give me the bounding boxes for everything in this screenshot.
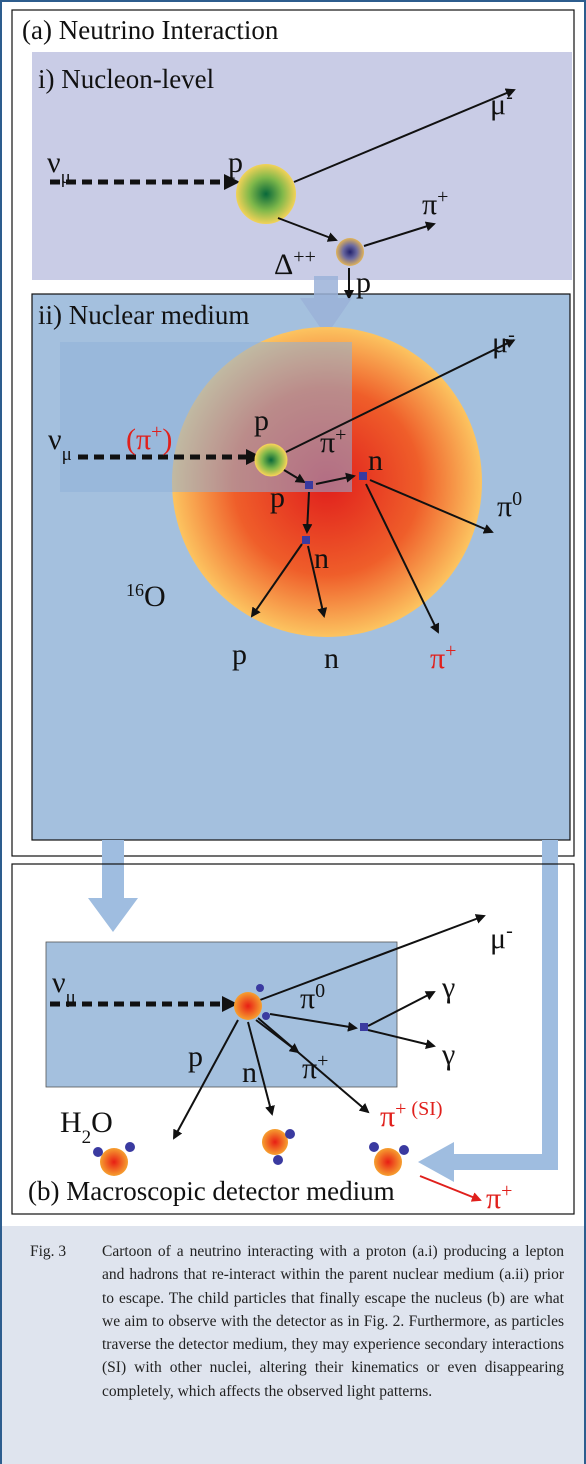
label-part: (π [126,423,151,456]
label-part: p [270,481,285,514]
label-part: p [188,1040,203,1073]
delta [336,238,364,266]
label-part: p [356,266,371,299]
label-part: + [437,186,448,208]
particle [302,536,310,544]
particle-label: (π+) [126,421,172,456]
label-part: - [506,920,513,942]
particle-label: H2O [60,1106,113,1148]
label-part: p [254,404,269,437]
panel-a-title: (a) Neutrino Interaction [22,15,279,45]
caption-label: Fig. 3 [30,1240,66,1263]
label-part: ν [47,146,61,179]
label-part: p [232,638,247,671]
label-part: + [317,1050,328,1072]
label-part: μ [490,88,506,121]
label-part: O [144,580,166,613]
label-part: + [335,424,346,446]
label-part: γ [441,971,455,1004]
label-part: 0 [512,488,522,510]
particle-label: p [228,146,243,179]
particle-label: μ- [490,920,513,955]
particle-label: n [314,542,329,575]
proton [236,164,296,224]
label-part: 16 [126,580,144,600]
label-part: μ [62,444,72,465]
particle-label: p [232,638,247,671]
label-part: + (SI) [395,1098,442,1120]
proton [255,444,287,476]
label-part: + [445,640,456,662]
particle-label: p [188,1040,203,1073]
nucleon-title: i) Nucleon-level [38,64,214,94]
figure-page: (a) Neutrino Interaction i) Nucleon-leve… [0,0,586,1464]
particle-label: γ [441,971,455,1004]
water-molecule [93,1142,135,1176]
label-part: μ [61,167,71,188]
water-molecule [369,1142,409,1176]
label-part: 0 [315,980,325,1002]
label-part: π [430,642,445,675]
caption: Fig. 3 Cartoon of a neutrino interacting… [2,1226,584,1464]
particle [305,481,313,489]
label-part: μ [490,922,506,955]
label-part: π [380,1100,395,1133]
label-part: π [497,490,512,523]
particle-label: p [356,266,371,299]
particle-label: n [324,642,339,675]
label-part: ++ [293,246,316,268]
label-part: O [91,1106,113,1139]
label-part: 2 [82,1127,92,1148]
particle-label: n [242,1056,257,1089]
label-part: ν [48,423,62,456]
particle-label: p [270,481,285,514]
label-part: H [60,1106,82,1139]
label-part: n [242,1056,257,1089]
label-part: + [151,421,162,443]
label-part: - [508,324,515,346]
label-part: p [228,146,243,179]
particle-label: n [368,444,383,477]
particle [359,472,367,480]
connector-arrow [418,840,558,1182]
particle-label: π+ [486,1180,512,1215]
label-part: Δ [274,248,293,281]
label-part: π [320,426,335,459]
label-part: - [506,86,513,108]
detector-box [46,942,397,1087]
label-part: n [324,642,339,675]
label-part: μ [66,987,76,1008]
nuclear-title: ii) Nuclear medium [38,300,249,330]
label-part: π [486,1182,501,1215]
label-part: n [368,444,383,477]
particle [360,1023,368,1031]
overlay [60,342,352,492]
label-part: ) [162,423,172,456]
water-molecule [262,1129,295,1165]
particle-label: γ [441,1038,455,1071]
label-part: n [314,542,329,575]
label-part: μ [492,326,508,359]
label-part: π [300,982,315,1015]
caption-text: Cartoon of a neutrino interacting with a… [102,1240,564,1403]
label-part: + [501,1180,512,1202]
particle-label: π+ (SI) [380,1098,443,1133]
label-part: π [422,188,437,221]
label-part: ν [52,966,66,999]
diagram: (a) Neutrino Interaction i) Nucleon-leve… [2,2,584,1224]
panel-b-title: (b) Macroscopic detector medium [28,1176,395,1206]
label-part: π [302,1052,317,1085]
particle-label: p [254,404,269,437]
label-part: γ [441,1038,455,1071]
